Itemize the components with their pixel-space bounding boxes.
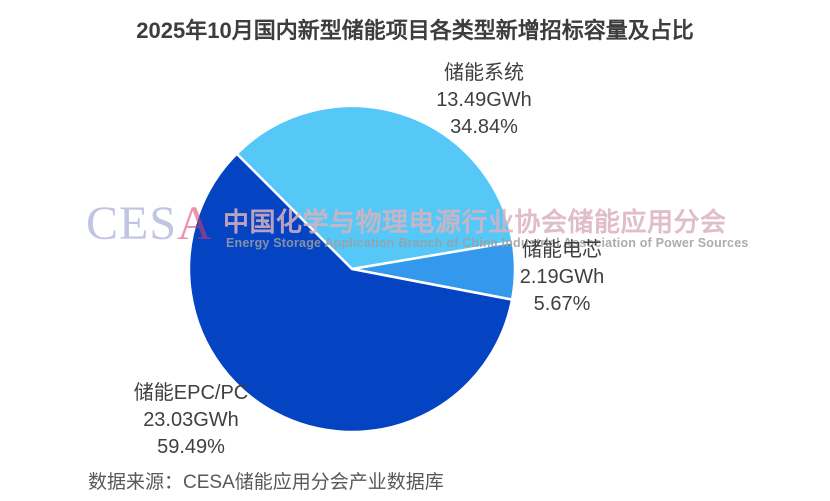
slice-label-system: 储能系统 13.49GWh 34.84%	[394, 60, 574, 141]
slice-label-epc-pc: 储能EPC/PC 23.03GWh 59.49%	[101, 380, 281, 461]
cesa-logo-a: A	[177, 197, 213, 250]
slice-percent: 59.49%	[157, 436, 225, 458]
slice-percent: 34.84%	[450, 116, 518, 138]
slice-value: 2.19GWh	[519, 266, 605, 288]
cesa-logo-ces: CES	[86, 197, 178, 250]
slice-value: 13.49GWh	[436, 89, 532, 111]
data-source-note: 数据来源：CESA储能应用分会产业数据库	[88, 472, 444, 493]
slice-name: 储能系统	[444, 62, 524, 84]
slice-percent: 5.67%	[533, 293, 591, 315]
slice-name: 储能EPC/PC	[133, 382, 249, 404]
cesa-logo: CESA	[86, 197, 213, 251]
pie-slice-system	[235, 104, 514, 271]
watermark-org-name-en: Energy Storage Application Branch of Chi…	[226, 236, 749, 250]
slice-name: 储能电芯	[522, 239, 602, 261]
watermark-org-name-cn: 中国化学与物理电源行业协会储能应用分会	[223, 207, 727, 237]
slice-label-cell: 储能电芯 2.19GWh 5.67%	[472, 237, 652, 318]
chart-title: 2025年10月国内新型储能项目各类型新增招标容量及占比	[136, 18, 694, 43]
slice-value: 23.03GWh	[143, 409, 239, 431]
pie-slice-epc-pc	[187, 152, 514, 434]
